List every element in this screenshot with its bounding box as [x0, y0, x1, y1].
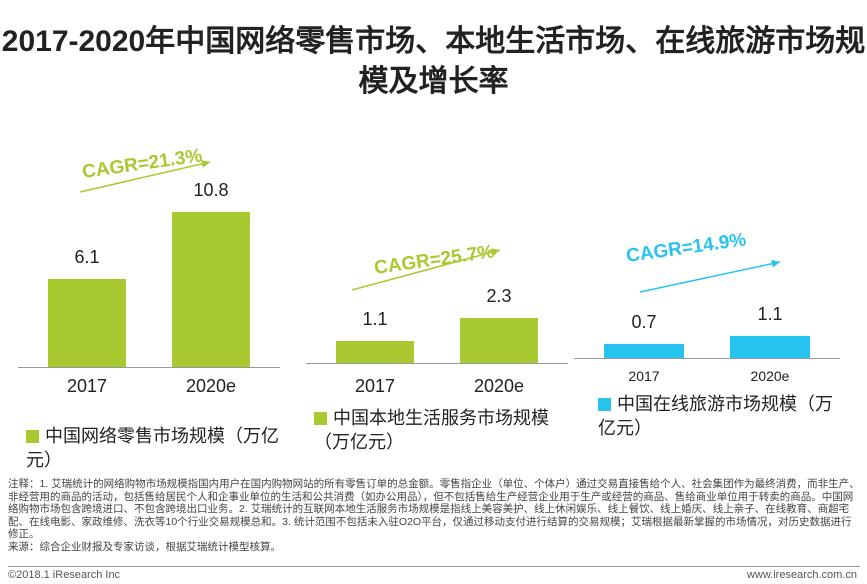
x-tick-label: 2020e — [185, 376, 237, 396]
trend-arrow — [79, 161, 211, 193]
notes-text: 注释：1. 艾瑞统计的网络购物市场规模指国内用户在国内购物网站的所有零售订单的总… — [8, 478, 860, 541]
x-axis — [306, 363, 568, 364]
footer-divider — [8, 566, 860, 567]
chart-title: 2017-2020年中国网络零售市场、本地生活市场、在线旅游市场规模及增长率 — [1, 25, 866, 98]
data-label: 0.7 — [631, 312, 657, 332]
arrow-head-icon — [491, 248, 500, 256]
data-label: 2.3 — [486, 285, 512, 306]
data-label: 1.1 — [757, 304, 783, 324]
bar — [460, 317, 538, 363]
x-tick-label: 2017 — [66, 376, 108, 396]
copyright: ©2018.1 iResearch Inc — [8, 569, 121, 581]
x-tick-label: 2017 — [628, 368, 660, 384]
legend: 中国网络零售市场规模（万亿元） — [26, 424, 286, 472]
bar — [172, 212, 250, 367]
x-axis — [574, 358, 840, 359]
legend-swatch — [598, 398, 611, 411]
source-text: 来源：综合企业财报及专家访谈，根据艾瑞统计模型核算。 — [8, 540, 281, 553]
legend-label: 中国本地生活服务市场规模（万亿元） — [314, 408, 549, 452]
bar — [604, 344, 684, 358]
bar — [336, 341, 414, 363]
trend-arrow — [351, 249, 501, 291]
x-tick-label: 2020e — [473, 376, 525, 396]
trend-arrow — [639, 261, 781, 293]
data-label: 6.1 — [74, 247, 100, 268]
x-axis — [18, 367, 280, 368]
legend-swatch — [314, 412, 327, 425]
bar — [48, 279, 126, 367]
website: www.iresearch.com.cn — [746, 569, 857, 581]
bar — [730, 336, 810, 358]
data-label: 1.1 — [362, 309, 388, 330]
x-tick-label: 2017 — [354, 376, 396, 396]
legend: 中国在线旅游市场规模（万亿元） — [598, 392, 848, 440]
notes: 注释：1. 艾瑞统计的网络购物市场规模指国内用户在国内购物网站的所有零售订单的总… — [8, 478, 860, 554]
arrow-head-icon — [771, 259, 780, 268]
legend: 中国本地生活服务市场规模（万亿元） — [314, 406, 584, 454]
legend-label: 中国在线旅游市场规模（万亿元） — [598, 394, 833, 438]
x-tick-label: 2020e — [750, 368, 790, 384]
arrow-head-icon — [201, 160, 210, 168]
legend-label: 中国网络零售市场规模（万亿元） — [26, 426, 279, 470]
legend-swatch — [26, 430, 39, 443]
data-label: 10.8 — [193, 180, 229, 201]
